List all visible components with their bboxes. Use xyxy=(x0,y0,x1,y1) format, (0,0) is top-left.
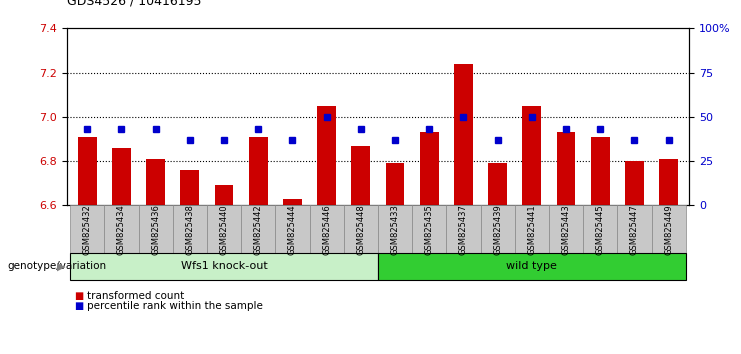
Bar xyxy=(522,106,541,205)
Bar xyxy=(454,64,473,205)
Text: ■: ■ xyxy=(74,301,83,311)
Text: GDS4526 / 10416195: GDS4526 / 10416195 xyxy=(67,0,202,7)
Text: Wfs1 knock-out: Wfs1 knock-out xyxy=(181,261,268,272)
Text: GSM825443: GSM825443 xyxy=(562,204,571,255)
Bar xyxy=(146,159,165,205)
Text: GSM825432: GSM825432 xyxy=(83,204,92,255)
Bar xyxy=(591,137,610,205)
Text: wild type: wild type xyxy=(506,261,557,272)
Text: GSM825439: GSM825439 xyxy=(493,204,502,255)
Bar xyxy=(556,132,576,205)
Text: GSM825437: GSM825437 xyxy=(459,204,468,255)
Bar xyxy=(659,159,678,205)
Text: percentile rank within the sample: percentile rank within the sample xyxy=(87,301,263,311)
Text: ▶: ▶ xyxy=(57,261,65,272)
Bar xyxy=(385,163,405,205)
Text: genotype/variation: genotype/variation xyxy=(7,261,107,272)
Bar xyxy=(180,170,199,205)
Text: GSM825449: GSM825449 xyxy=(664,204,673,255)
Bar xyxy=(420,132,439,205)
Text: GSM825446: GSM825446 xyxy=(322,204,331,255)
Text: GSM825448: GSM825448 xyxy=(356,204,365,255)
Text: transformed count: transformed count xyxy=(87,291,185,301)
Text: GSM825438: GSM825438 xyxy=(185,204,194,255)
Text: GSM825442: GSM825442 xyxy=(253,204,263,255)
Text: GSM825435: GSM825435 xyxy=(425,204,433,255)
Text: GSM825445: GSM825445 xyxy=(596,204,605,255)
Text: GSM825433: GSM825433 xyxy=(391,204,399,255)
Bar xyxy=(625,161,644,205)
Bar xyxy=(351,145,370,205)
Bar xyxy=(283,199,302,205)
Bar xyxy=(317,106,336,205)
Text: GSM825441: GSM825441 xyxy=(528,204,536,255)
Bar xyxy=(488,163,507,205)
Text: GSM825436: GSM825436 xyxy=(151,204,160,255)
Text: GSM825434: GSM825434 xyxy=(117,204,126,255)
Text: GSM825447: GSM825447 xyxy=(630,204,639,255)
Bar xyxy=(215,185,233,205)
Bar xyxy=(112,148,131,205)
Text: GSM825440: GSM825440 xyxy=(219,204,228,255)
Bar xyxy=(249,137,268,205)
Bar xyxy=(78,137,96,205)
Text: GSM825444: GSM825444 xyxy=(288,204,297,255)
Text: ■: ■ xyxy=(74,291,83,301)
